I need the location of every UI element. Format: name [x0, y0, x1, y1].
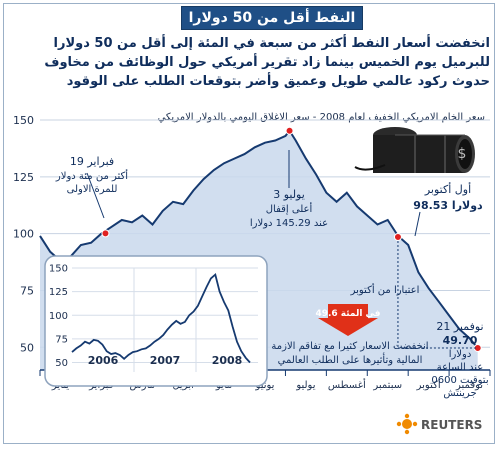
inset-year-label: 2006: [88, 354, 119, 367]
brand-name: REUTERS: [421, 418, 482, 432]
inset-y-tick-label: 150: [49, 264, 68, 275]
headline-text: انخفضت أسعار النفط أكثر من سبعة في المئة…: [44, 36, 490, 89]
drop-arrow-icon: [318, 304, 378, 336]
oct-date: أول أكتوبر: [424, 182, 471, 196]
chart-subtitle: سعر الخام الامريكي الخفيف لعام 2008 - سع…: [157, 112, 485, 123]
annotation-drop: اعتبارا من أكتوبر 49.6 في المئة انخفضت ا…: [271, 283, 428, 366]
inset-price-line: [71, 272, 251, 364]
oil-barrel-icon: $: [354, 127, 475, 173]
drop-pct: 49.6 في المئة: [315, 309, 380, 319]
inset-chart: 150 125 100 75 50 2006 2007 2008: [44, 255, 268, 387]
inset-gridlines: [72, 267, 258, 372]
annotation-nov: 21 نوفمبر 49.70 دولارا عند الساعة 0600 ب…: [431, 320, 488, 399]
oct-value: 98.53 دولارا: [413, 199, 483, 212]
drop-text1: انخفضت الاسعار كثيرا مع تفاقم الازمة: [271, 341, 428, 352]
reuters-logo: REUTERS: [396, 413, 482, 435]
marker-oct-1: [393, 232, 402, 241]
annotation-oct: أول أكتوبر 98.53 دولارا: [413, 182, 483, 237]
chart-title: النفط أقل من 50 دولارا: [181, 6, 363, 30]
y-tick-label: 150: [13, 114, 34, 127]
x-tick-label: يونيو: [255, 380, 275, 391]
x-tick-label: اكتوبر: [416, 380, 441, 391]
y-tick-label: 50: [20, 341, 34, 354]
y-tick-labels: 150 125 100 75 50: [13, 114, 34, 354]
nov-value2: دولارا: [449, 349, 472, 360]
nov-text1: عند الساعة: [437, 362, 484, 373]
chart-markers: [101, 126, 482, 352]
nov-date: 21 نوفمبر: [436, 320, 483, 333]
inset-y-tick-label: 50: [55, 358, 68, 369]
inset-y-tick-label: 75: [55, 334, 68, 345]
feb-text1: أكثر من مئة دولار: [55, 169, 128, 182]
marker-jul-3: [285, 126, 294, 135]
inset-year-label: 2007: [150, 354, 181, 367]
drop-label: اعتبارا من أكتوبر: [350, 283, 420, 296]
nov-text3: جرينتش: [443, 388, 476, 399]
y-tick-label: 100: [13, 228, 34, 241]
y-tick-label: 125: [13, 171, 34, 184]
nov-value1: 49.70: [443, 334, 478, 347]
x-tick-label: نوفمبر: [455, 380, 483, 391]
drop-text2: المالية وتأثيرها على الطلب العالمي: [278, 352, 423, 366]
inset-y-tick-labels: 150 125 100 75 50: [49, 264, 68, 370]
feb-date: 19 فبراير: [70, 155, 114, 168]
x-tick-label: أغسطس: [328, 378, 366, 391]
reuters-logo-icon: [402, 419, 412, 429]
marker-feb-19: [101, 229, 110, 238]
svg-text:$: $: [458, 146, 467, 162]
feb-text2: للمرة الاولى: [67, 184, 118, 195]
inset-year-label: 2008: [212, 354, 243, 367]
price-line: [39, 128, 479, 349]
jul-date: 3 يوليو: [273, 188, 305, 201]
inset-year-labels: 2006 2007 2008: [88, 354, 243, 367]
y-tick-label: 75: [20, 284, 34, 297]
x-tick-label: سبتمبر: [372, 380, 402, 391]
x-tick-label: يوليو: [295, 380, 315, 391]
annotation-feb: 19 فبراير أكثر من مئة دولار للمرة الاولى: [55, 155, 128, 219]
inset-y-tick-label: 125: [49, 287, 68, 298]
jul-text2: عند 145.29 دولارا: [250, 218, 328, 229]
jul-text1: أعلى إقفال: [266, 202, 313, 215]
annotation-jul: 3 يوليو أعلى إقفال عند 145.29 دولارا: [250, 150, 328, 229]
inset-frame: [44, 255, 268, 387]
inset-y-tick-label: 100: [49, 311, 68, 322]
nov-text2: 0600 بتوقيت: [431, 375, 488, 386]
